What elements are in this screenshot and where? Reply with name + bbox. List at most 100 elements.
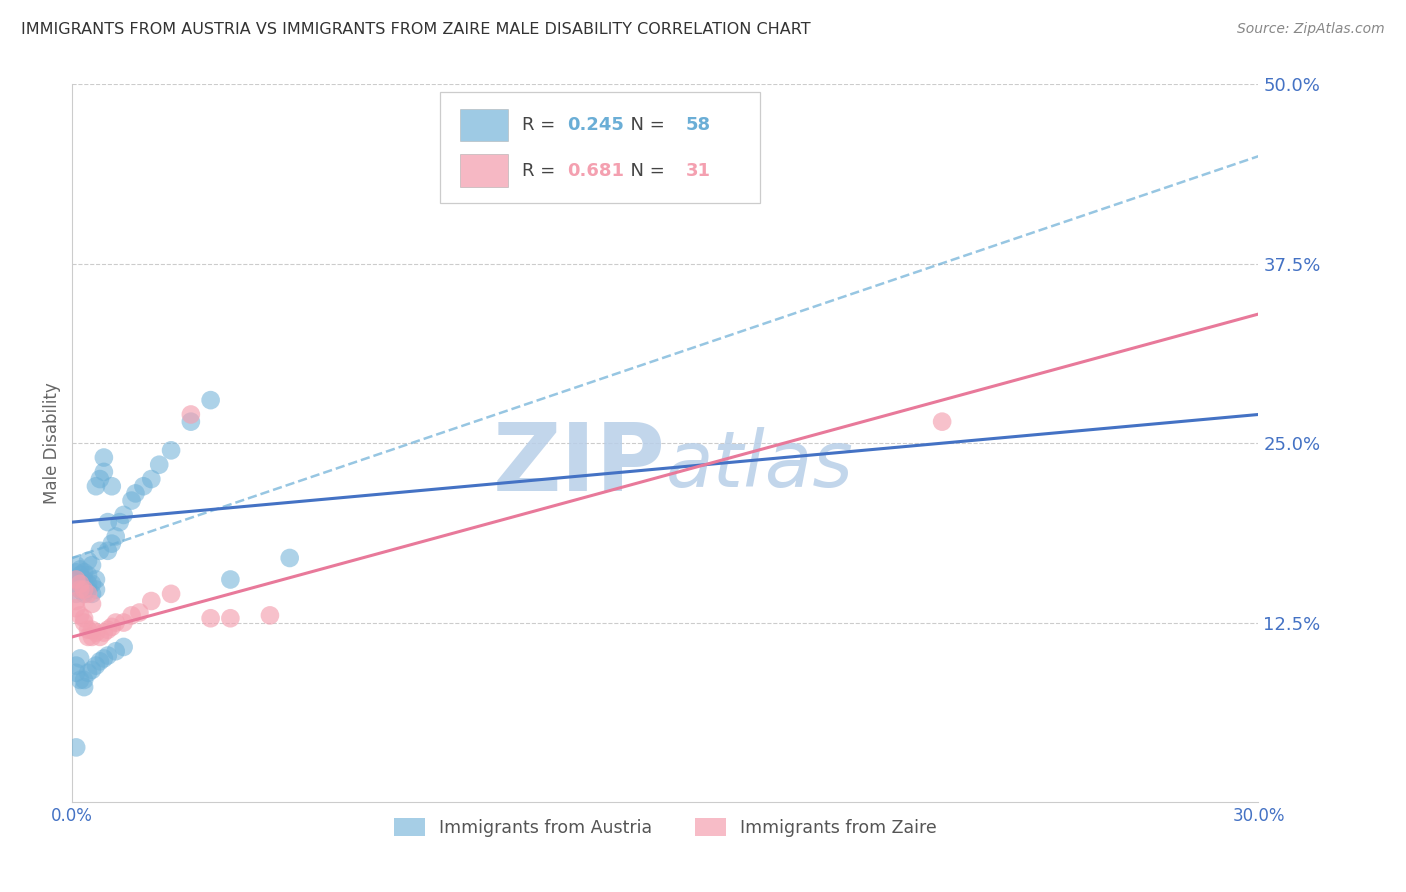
Point bbox=[219, 573, 242, 587]
Point bbox=[69, 576, 91, 591]
Point bbox=[121, 608, 143, 623]
Point bbox=[93, 465, 115, 479]
Point bbox=[180, 415, 202, 429]
Point bbox=[65, 573, 87, 587]
Point bbox=[69, 651, 91, 665]
Point bbox=[80, 630, 103, 644]
Point bbox=[132, 479, 155, 493]
Point bbox=[931, 415, 953, 429]
Point bbox=[219, 611, 242, 625]
Point bbox=[148, 458, 170, 472]
Point bbox=[100, 479, 122, 493]
Point bbox=[89, 654, 111, 668]
Point bbox=[73, 573, 96, 587]
Point bbox=[77, 582, 100, 597]
Point bbox=[73, 566, 96, 580]
Text: 58: 58 bbox=[686, 116, 710, 135]
Point bbox=[84, 658, 107, 673]
Text: N =: N = bbox=[619, 116, 671, 135]
Point bbox=[77, 568, 100, 582]
Point bbox=[80, 623, 103, 637]
Point bbox=[69, 568, 91, 582]
Point bbox=[97, 515, 120, 529]
Point bbox=[89, 472, 111, 486]
Point bbox=[69, 673, 91, 687]
Point bbox=[77, 665, 100, 680]
Point bbox=[160, 443, 183, 458]
Point bbox=[141, 594, 163, 608]
Text: atlas: atlas bbox=[665, 426, 853, 503]
Point bbox=[69, 582, 91, 597]
Point bbox=[141, 472, 163, 486]
Point bbox=[80, 576, 103, 591]
Text: N =: N = bbox=[619, 161, 671, 179]
Legend: Immigrants from Austria, Immigrants from Zaire: Immigrants from Austria, Immigrants from… bbox=[387, 811, 943, 844]
Point bbox=[73, 582, 96, 597]
Point bbox=[200, 393, 222, 408]
Point bbox=[77, 554, 100, 568]
Point bbox=[104, 615, 127, 630]
Point bbox=[65, 665, 87, 680]
Bar bbox=[460, 109, 508, 142]
Point bbox=[112, 615, 135, 630]
Point bbox=[112, 640, 135, 654]
Point bbox=[200, 611, 222, 625]
Point bbox=[84, 582, 107, 597]
Point bbox=[77, 630, 100, 644]
Point bbox=[80, 597, 103, 611]
Text: 31: 31 bbox=[686, 161, 710, 179]
Point bbox=[112, 508, 135, 522]
Point bbox=[84, 573, 107, 587]
Point bbox=[73, 580, 96, 594]
Point bbox=[89, 543, 111, 558]
Point bbox=[80, 587, 103, 601]
Point bbox=[84, 479, 107, 493]
Y-axis label: Male Disability: Male Disability bbox=[44, 383, 60, 504]
Point bbox=[93, 450, 115, 465]
Point bbox=[128, 606, 150, 620]
Point bbox=[84, 625, 107, 640]
Point bbox=[73, 673, 96, 687]
Text: IMMIGRANTS FROM AUSTRIA VS IMMIGRANTS FROM ZAIRE MALE DISABILITY CORRELATION CHA: IMMIGRANTS FROM AUSTRIA VS IMMIGRANTS FR… bbox=[21, 22, 811, 37]
Point bbox=[100, 536, 122, 550]
Point bbox=[97, 543, 120, 558]
Point bbox=[73, 615, 96, 630]
Point bbox=[89, 630, 111, 644]
Point bbox=[69, 576, 91, 591]
Point bbox=[73, 680, 96, 694]
Point bbox=[93, 625, 115, 640]
Point bbox=[65, 601, 87, 615]
Point bbox=[100, 620, 122, 634]
Point bbox=[77, 576, 100, 591]
Text: R =: R = bbox=[522, 116, 561, 135]
Point bbox=[104, 644, 127, 658]
Point bbox=[65, 587, 87, 601]
Point bbox=[69, 562, 91, 576]
Text: ZIP: ZIP bbox=[492, 418, 665, 511]
Point bbox=[97, 623, 120, 637]
Point bbox=[180, 408, 202, 422]
Point bbox=[65, 740, 87, 755]
Point bbox=[124, 486, 146, 500]
Text: Source: ZipAtlas.com: Source: ZipAtlas.com bbox=[1237, 22, 1385, 37]
Point bbox=[65, 573, 87, 587]
Point bbox=[93, 651, 115, 665]
Text: 0.245: 0.245 bbox=[567, 116, 624, 135]
Point bbox=[259, 608, 281, 623]
Point bbox=[77, 587, 100, 601]
Point bbox=[65, 658, 87, 673]
Point bbox=[65, 594, 87, 608]
Point bbox=[108, 515, 131, 529]
Point bbox=[278, 551, 301, 566]
Point bbox=[69, 608, 91, 623]
Point bbox=[97, 648, 120, 663]
Point bbox=[65, 558, 87, 573]
Text: 0.681: 0.681 bbox=[567, 161, 624, 179]
Point bbox=[73, 611, 96, 625]
FancyBboxPatch shape bbox=[440, 92, 761, 202]
Point bbox=[104, 529, 127, 543]
Bar bbox=[460, 154, 508, 186]
Point bbox=[80, 663, 103, 677]
Point bbox=[77, 623, 100, 637]
Point bbox=[80, 558, 103, 573]
